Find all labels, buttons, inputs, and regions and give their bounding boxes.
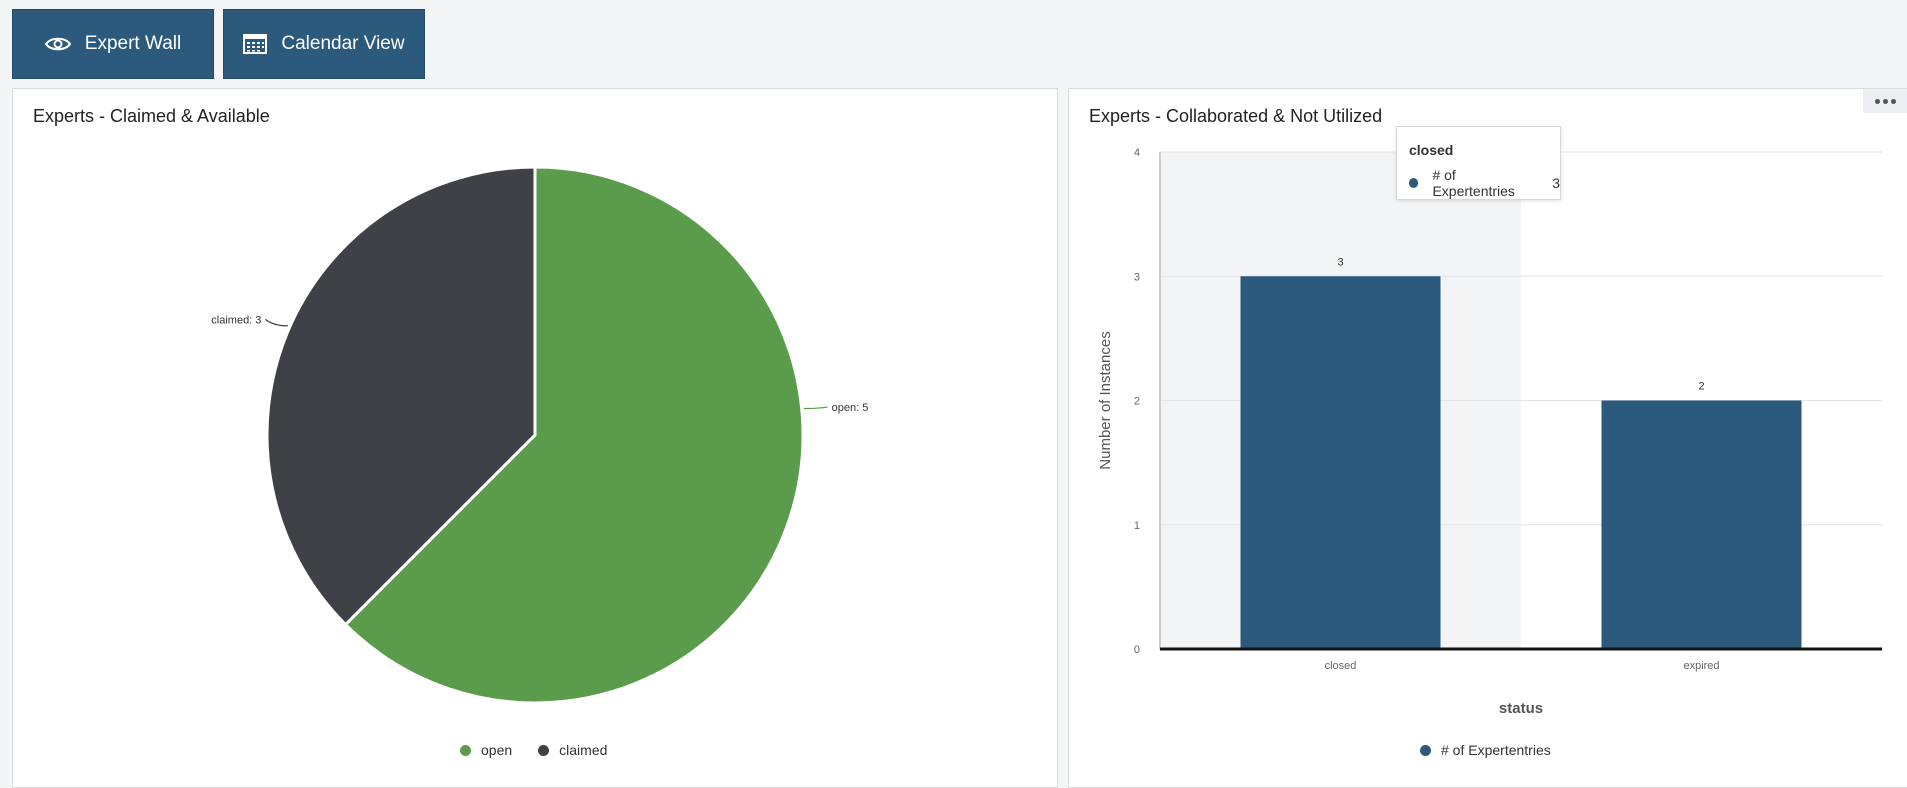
pie-panel-title: Experts - Claimed & Available <box>33 106 270 126</box>
calendar-view-button[interactable]: Calendar View <box>223 9 425 79</box>
legend-dot-expertentries <box>1420 744 1431 756</box>
bar-legend: # of Expertentries <box>1420 742 1551 758</box>
legend-dot-open <box>460 744 471 756</box>
tooltip-title: closed <box>1409 142 1454 158</box>
bar-panel-title: Experts - Collaborated & Not Utilized <box>1089 106 1383 126</box>
expert-wall-button[interactable]: Expert Wall <box>12 9 214 79</box>
tooltip-row: # of Expertentries 3 <box>1409 167 1560 199</box>
calendar-icon <box>243 34 268 54</box>
chart-tooltip: closed # of Expertentries 3 <box>1396 126 1561 200</box>
tooltip-series-dot <box>1409 178 1419 188</box>
legend-label-open: open <box>481 742 513 758</box>
dot-icon <box>1874 98 1880 104</box>
legend-item-expertentries[interactable]: # of Expertentries <box>1420 742 1551 758</box>
tooltip-series-value: 3 <box>1552 175 1560 191</box>
dot-icon <box>1890 98 1896 104</box>
legend-label-expertentries: # of Expertentries <box>1441 742 1551 758</box>
expert-wall-label: Expert Wall <box>84 33 182 54</box>
legend-item-claimed[interactable]: claimed <box>538 742 607 758</box>
more-options-button[interactable] <box>1863 89 1907 113</box>
tooltip-series-name: # of Expertentries <box>1432 167 1515 199</box>
eye-icon <box>44 36 71 52</box>
legend-item-open[interactable]: open <box>460 742 512 758</box>
pie-legend: open claimed <box>460 742 607 758</box>
calendar-view-label: Calendar View <box>281 33 405 54</box>
legend-label-claimed: claimed <box>559 742 608 758</box>
legend-dot-claimed <box>538 744 550 756</box>
dot-icon <box>1882 98 1888 104</box>
pie-chart-panel: Experts - Claimed & Available <box>12 88 1058 788</box>
